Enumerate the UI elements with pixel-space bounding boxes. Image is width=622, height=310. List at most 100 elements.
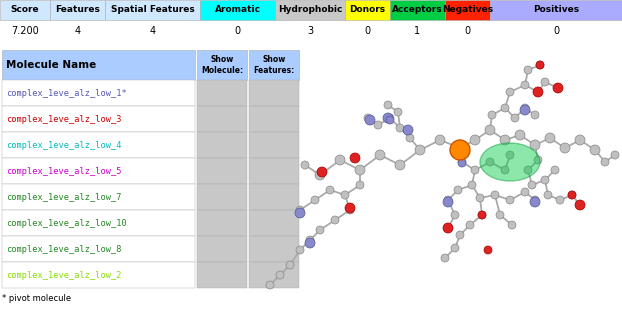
Circle shape	[536, 61, 544, 69]
Circle shape	[415, 145, 425, 155]
Circle shape	[575, 200, 585, 210]
Circle shape	[531, 111, 539, 119]
Text: 7.200: 7.200	[11, 26, 39, 36]
Circle shape	[301, 161, 309, 169]
Circle shape	[554, 84, 562, 92]
Text: Acceptors: Acceptors	[392, 6, 443, 15]
Circle shape	[601, 158, 609, 166]
Bar	[390, 0, 445, 20]
Bar	[249, 158, 299, 184]
Circle shape	[485, 125, 495, 135]
Circle shape	[406, 134, 414, 142]
Text: complex_1eve_alz_low_2: complex_1eve_alz_low_2	[6, 271, 121, 280]
Circle shape	[528, 181, 536, 189]
Circle shape	[476, 194, 484, 202]
Circle shape	[501, 166, 509, 174]
Text: 0: 0	[465, 26, 471, 36]
Circle shape	[296, 246, 304, 254]
Circle shape	[386, 116, 394, 124]
Bar	[2, 210, 195, 236]
Bar	[249, 262, 299, 288]
Circle shape	[478, 211, 486, 219]
Text: Features: Features	[55, 6, 100, 15]
Circle shape	[364, 114, 372, 122]
Bar	[197, 236, 247, 262]
Text: 0: 0	[553, 26, 559, 36]
Circle shape	[403, 125, 413, 135]
Circle shape	[455, 143, 465, 153]
Circle shape	[331, 216, 339, 224]
Bar	[490, 0, 622, 20]
Bar	[2, 262, 195, 288]
Circle shape	[533, 87, 543, 97]
Circle shape	[545, 133, 555, 143]
Bar	[197, 50, 247, 80]
Bar	[50, 0, 105, 20]
Circle shape	[521, 188, 529, 196]
Text: complex_1eve_alz_low_4: complex_1eve_alz_low_4	[6, 140, 121, 149]
Circle shape	[541, 78, 549, 86]
Circle shape	[435, 135, 445, 145]
Circle shape	[506, 151, 514, 159]
Circle shape	[311, 196, 319, 204]
Circle shape	[568, 191, 576, 199]
Circle shape	[355, 165, 365, 175]
Circle shape	[515, 130, 525, 140]
Text: complex_1eve_alz_low_1*: complex_1eve_alz_low_1*	[6, 88, 127, 98]
Bar	[0, 0, 50, 20]
Bar	[197, 184, 247, 210]
Circle shape	[315, 170, 325, 180]
Bar	[2, 80, 195, 106]
Circle shape	[383, 113, 393, 123]
Circle shape	[396, 124, 404, 132]
Circle shape	[544, 191, 552, 199]
Circle shape	[450, 140, 470, 160]
Bar	[249, 132, 299, 158]
Circle shape	[444, 224, 452, 232]
Circle shape	[375, 150, 385, 160]
Text: Donors: Donors	[350, 6, 386, 15]
Circle shape	[560, 143, 570, 153]
Circle shape	[443, 223, 453, 233]
Text: Show
Molecule:: Show Molecule:	[201, 55, 243, 75]
Bar	[249, 236, 299, 262]
Circle shape	[454, 186, 462, 194]
Circle shape	[501, 104, 509, 112]
Circle shape	[471, 166, 479, 174]
Bar	[249, 106, 299, 132]
Bar	[200, 0, 275, 20]
Circle shape	[611, 151, 619, 159]
Circle shape	[456, 231, 464, 239]
Circle shape	[520, 105, 530, 115]
Text: complex_1eve_alz_low_10: complex_1eve_alz_low_10	[6, 219, 127, 228]
Circle shape	[551, 166, 559, 174]
Text: Negatives: Negatives	[442, 6, 493, 15]
Circle shape	[521, 81, 529, 89]
Bar	[249, 80, 299, 106]
Circle shape	[444, 196, 452, 204]
Bar	[197, 210, 247, 236]
Circle shape	[365, 115, 375, 125]
Bar	[275, 0, 345, 20]
Circle shape	[530, 197, 540, 207]
Bar	[197, 158, 247, 184]
Circle shape	[524, 66, 532, 74]
Text: Show
Features:: Show Features:	[253, 55, 295, 75]
Circle shape	[500, 135, 510, 145]
Bar	[249, 50, 299, 80]
Circle shape	[478, 211, 486, 219]
Bar	[249, 184, 299, 210]
Bar	[197, 106, 247, 132]
Text: Aromatic: Aromatic	[215, 6, 261, 15]
Circle shape	[484, 246, 492, 254]
Circle shape	[486, 158, 494, 166]
Text: Positives: Positives	[533, 6, 579, 15]
Circle shape	[316, 226, 324, 234]
Circle shape	[508, 221, 516, 229]
Text: Hydrophobic: Hydrophobic	[278, 6, 342, 15]
Bar	[105, 0, 200, 20]
Circle shape	[458, 159, 466, 167]
Circle shape	[511, 114, 519, 122]
Bar	[2, 184, 195, 210]
Text: 0: 0	[364, 26, 371, 36]
